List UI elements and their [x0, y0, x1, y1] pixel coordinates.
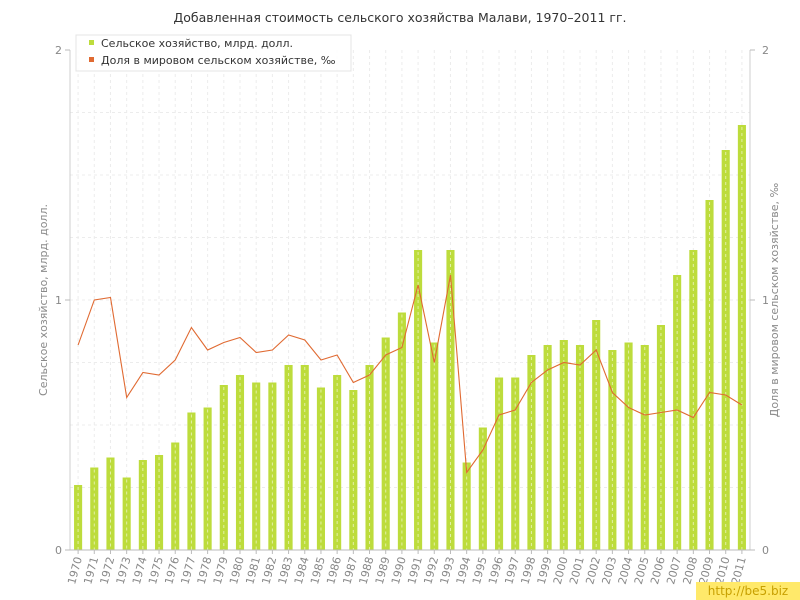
bar: [673, 275, 682, 550]
bar: [90, 467, 99, 550]
bar: [446, 250, 455, 550]
chart-title: Добавленная стоимость сельского хозяйств…: [174, 10, 627, 25]
bar: [155, 455, 164, 550]
bar: [592, 320, 601, 550]
y-tick-label-right: 1: [762, 294, 769, 307]
legend: Сельское хозяйство, млрд. долл. Доля в м…: [75, 34, 352, 72]
bar: [203, 407, 212, 550]
y-tick-label-left: 0: [55, 544, 62, 557]
bar: [689, 250, 698, 550]
bar: [527, 355, 536, 550]
bar: [640, 345, 649, 550]
bar: [575, 345, 585, 550]
bar: [122, 477, 131, 550]
y-tick-label-right: 0: [762, 544, 769, 557]
bar: [268, 382, 277, 550]
y-tick-label-left: 1: [55, 294, 62, 307]
legend-swatch-bars: [89, 40, 94, 45]
legend-label-bars: Сельское хозяйство, млрд. долл.: [101, 37, 293, 50]
legend-label-line: Доля в мировом сельском хозяйстве, ‰: [101, 54, 336, 67]
bar: [462, 462, 471, 550]
bar: [624, 342, 633, 550]
bar: [543, 345, 552, 550]
bar: [252, 382, 261, 550]
bar: [705, 200, 714, 550]
legend-swatch-line: [89, 57, 94, 62]
line-series: [77, 274, 743, 475]
y-tick-label-left: 2: [55, 44, 62, 57]
bar: [414, 250, 423, 550]
watermark-link[interactable]: http://be5.biz: [696, 582, 800, 600]
axes: 0 1 2 0 1 2: [55, 44, 769, 557]
bar: [171, 442, 180, 550]
share-line: [77, 274, 743, 475]
y-tick-label-right: 2: [762, 44, 769, 57]
y-axis-title-right: Доля в мировом сельском хозяйстве, ‰: [768, 183, 781, 418]
bar-series: [74, 125, 746, 550]
bar: [430, 342, 439, 550]
x-axis-labels: 1970197119721973197419751976197719781979…: [65, 550, 749, 586]
y-axis-title-left: Сельское хозяйство, млрд. долл.: [37, 204, 50, 396]
bar: [478, 427, 487, 550]
